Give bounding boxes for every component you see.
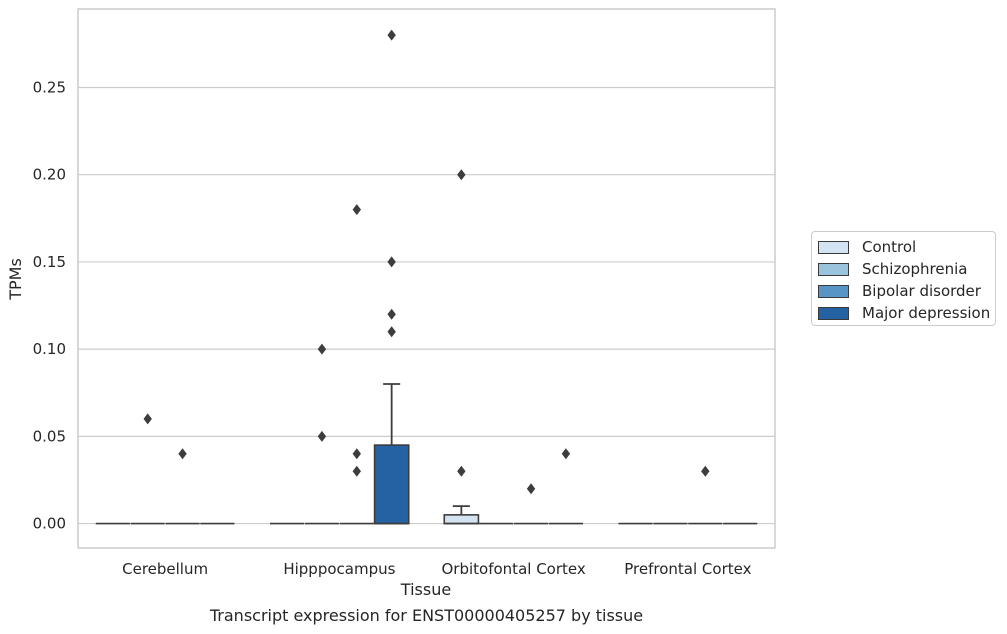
legend-swatch	[818, 306, 849, 320]
x-axis-label: Tissue	[400, 580, 451, 599]
legend-swatch	[818, 262, 849, 276]
legend-label: Schizophrenia	[862, 260, 968, 278]
legend-label: Major depression	[862, 304, 991, 322]
outlier-point	[352, 204, 361, 216]
outlier-point	[526, 483, 536, 495]
x-tick-label: Cerebellum	[122, 560, 208, 578]
legend-label: Control	[862, 238, 917, 256]
x-tick-label: Prefrontal Cortex	[624, 560, 751, 578]
x-tick-label: Orbitofontal Cortex	[442, 560, 586, 578]
outlier-point	[457, 465, 466, 477]
axes: 0.00 0.05 0.10 0.15 0.20 0.25 Cerebellum Hipppo…	[33, 8, 776, 578]
outlier-point	[317, 430, 327, 442]
outlier-point	[387, 308, 396, 320]
outlier-point	[178, 448, 187, 460]
outlier-point	[352, 465, 361, 477]
outlier-point	[457, 169, 466, 181]
legend-swatch	[818, 284, 849, 298]
outlier-point	[143, 413, 152, 425]
legend-item: Control	[818, 236, 995, 258]
legend-swatch	[818, 240, 849, 254]
legend-item: Major depression	[818, 302, 995, 324]
outlier-point	[387, 326, 396, 338]
y-tick-label: 0.20	[33, 166, 66, 184]
outlier-point	[317, 343, 327, 355]
legend-item: Bipolar disorder	[818, 280, 995, 302]
outlier-point	[387, 29, 396, 41]
legend-item: Schizophrenia	[818, 258, 995, 280]
y-tick-label: 0.10	[33, 340, 66, 358]
outlier-point	[701, 465, 710, 477]
box	[373, 444, 410, 525]
boxes	[95, 29, 758, 525]
box	[443, 514, 480, 525]
x-tick-label: Hipppocampus	[283, 560, 395, 578]
legend-label: Bipolar disorder	[862, 282, 981, 300]
box-plot-chart: 0.00 0.05 0.10 0.15 0.20 0.25 Cerebellum Hipppo…	[6, 8, 776, 599]
outlier-point	[352, 448, 361, 460]
y-tick-label: 0.25	[33, 78, 66, 96]
y-axis-label: TPMs	[6, 258, 25, 301]
plot-frame	[77, 8, 776, 549]
outlier-point	[561, 448, 571, 460]
outlier-point	[387, 256, 396, 268]
chart-caption: Transcript expression for ENST0000040525…	[209, 606, 644, 625]
legend: Control Schizophrenia Bipolar disorder Majo…	[811, 231, 996, 326]
y-tick-label: 0.15	[33, 253, 66, 271]
y-tick-label: 0.05	[33, 427, 66, 445]
y-tick-label: 0.00	[33, 515, 66, 533]
